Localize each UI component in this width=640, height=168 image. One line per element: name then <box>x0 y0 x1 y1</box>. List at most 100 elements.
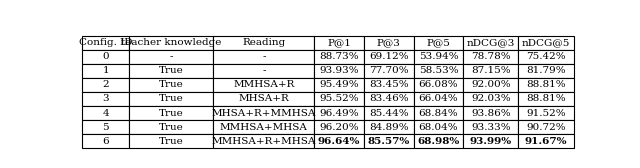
Bar <box>413 120 463 134</box>
Text: 83.46%: 83.46% <box>369 94 409 103</box>
Bar <box>413 50 463 64</box>
Text: 4: 4 <box>102 109 109 118</box>
Bar <box>413 64 463 78</box>
Bar <box>364 64 413 78</box>
Text: teacher knowledge: teacher knowledge <box>121 38 221 47</box>
Text: 95.49%: 95.49% <box>319 80 359 89</box>
Bar <box>83 120 129 134</box>
Bar <box>83 78 129 92</box>
Text: 85.57%: 85.57% <box>368 137 410 146</box>
Text: 91.52%: 91.52% <box>526 109 566 118</box>
Text: True: True <box>159 123 184 132</box>
Text: 91.67%: 91.67% <box>525 137 567 146</box>
Text: -: - <box>262 52 266 61</box>
Bar <box>463 36 518 50</box>
Text: MHSA+R+MMHSA: MHSA+R+MMHSA <box>212 109 316 118</box>
Bar <box>518 50 573 64</box>
Bar <box>314 134 364 148</box>
Text: Reading: Reading <box>243 38 285 47</box>
Bar <box>83 64 129 78</box>
Text: P@1: P@1 <box>327 38 351 47</box>
Bar <box>413 134 463 148</box>
Bar <box>213 36 314 50</box>
Text: 88.81%: 88.81% <box>526 80 566 89</box>
Bar <box>364 78 413 92</box>
Bar <box>463 92 518 106</box>
Text: P@5: P@5 <box>426 38 451 47</box>
Bar <box>314 120 364 134</box>
Text: 96.49%: 96.49% <box>319 109 359 118</box>
Text: 68.04%: 68.04% <box>419 123 458 132</box>
Bar <box>364 134 413 148</box>
Text: 92.00%: 92.00% <box>471 80 511 89</box>
Bar <box>314 36 364 50</box>
Bar <box>463 134 518 148</box>
Bar <box>314 50 364 64</box>
Text: P@3: P@3 <box>377 38 401 47</box>
Bar <box>129 36 213 50</box>
Bar <box>463 78 518 92</box>
Bar <box>129 120 213 134</box>
Text: 68.84%: 68.84% <box>419 109 458 118</box>
Bar <box>129 64 213 78</box>
Bar <box>213 64 314 78</box>
Bar <box>129 106 213 120</box>
Text: 83.45%: 83.45% <box>369 80 409 89</box>
Text: 88.73%: 88.73% <box>319 52 359 61</box>
Text: MHSA+R: MHSA+R <box>239 94 289 103</box>
Text: True: True <box>159 94 184 103</box>
Text: 96.20%: 96.20% <box>319 123 359 132</box>
Text: -: - <box>262 66 266 75</box>
Text: 92.03%: 92.03% <box>471 94 511 103</box>
Bar <box>463 64 518 78</box>
Bar <box>314 64 364 78</box>
Text: 87.15%: 87.15% <box>471 66 511 75</box>
Bar <box>314 106 364 120</box>
Bar <box>364 50 413 64</box>
Text: True: True <box>159 66 184 75</box>
Text: nDCG@3: nDCG@3 <box>467 38 515 47</box>
Text: True: True <box>159 80 184 89</box>
Text: 3: 3 <box>102 94 109 103</box>
Text: 78.78%: 78.78% <box>471 52 511 61</box>
Bar <box>364 92 413 106</box>
Bar <box>413 106 463 120</box>
Bar <box>518 120 573 134</box>
Bar <box>83 134 129 148</box>
Bar <box>314 78 364 92</box>
Text: MMHSA+R+MHSA: MMHSA+R+MHSA <box>212 137 316 146</box>
Bar <box>413 36 463 50</box>
Bar <box>213 106 314 120</box>
Text: 93.33%: 93.33% <box>471 123 511 132</box>
Bar <box>129 50 213 64</box>
Bar <box>83 92 129 106</box>
Bar <box>518 92 573 106</box>
Text: 58.53%: 58.53% <box>419 66 458 75</box>
Text: 93.93%: 93.93% <box>319 66 359 75</box>
Bar <box>518 134 573 148</box>
Text: 93.99%: 93.99% <box>470 137 512 146</box>
Text: 84.89%: 84.89% <box>369 123 409 132</box>
Text: 5: 5 <box>102 123 109 132</box>
Bar <box>413 92 463 106</box>
Bar <box>213 78 314 92</box>
Text: 53.94%: 53.94% <box>419 52 458 61</box>
Bar <box>518 36 573 50</box>
Text: 85.44%: 85.44% <box>369 109 409 118</box>
Text: 93.86%: 93.86% <box>471 109 511 118</box>
Bar <box>314 92 364 106</box>
Text: 69.12%: 69.12% <box>369 52 409 61</box>
Text: 95.52%: 95.52% <box>319 94 359 103</box>
Bar <box>518 106 573 120</box>
Bar <box>129 78 213 92</box>
Text: nDCG@5: nDCG@5 <box>522 38 570 47</box>
Bar <box>213 120 314 134</box>
Text: -: - <box>170 52 173 61</box>
Text: 1: 1 <box>102 66 109 75</box>
Bar <box>213 50 314 64</box>
Text: 66.04%: 66.04% <box>419 94 458 103</box>
Bar <box>463 120 518 134</box>
Text: 6: 6 <box>102 137 109 146</box>
Text: 68.98%: 68.98% <box>417 137 460 146</box>
Bar <box>129 134 213 148</box>
